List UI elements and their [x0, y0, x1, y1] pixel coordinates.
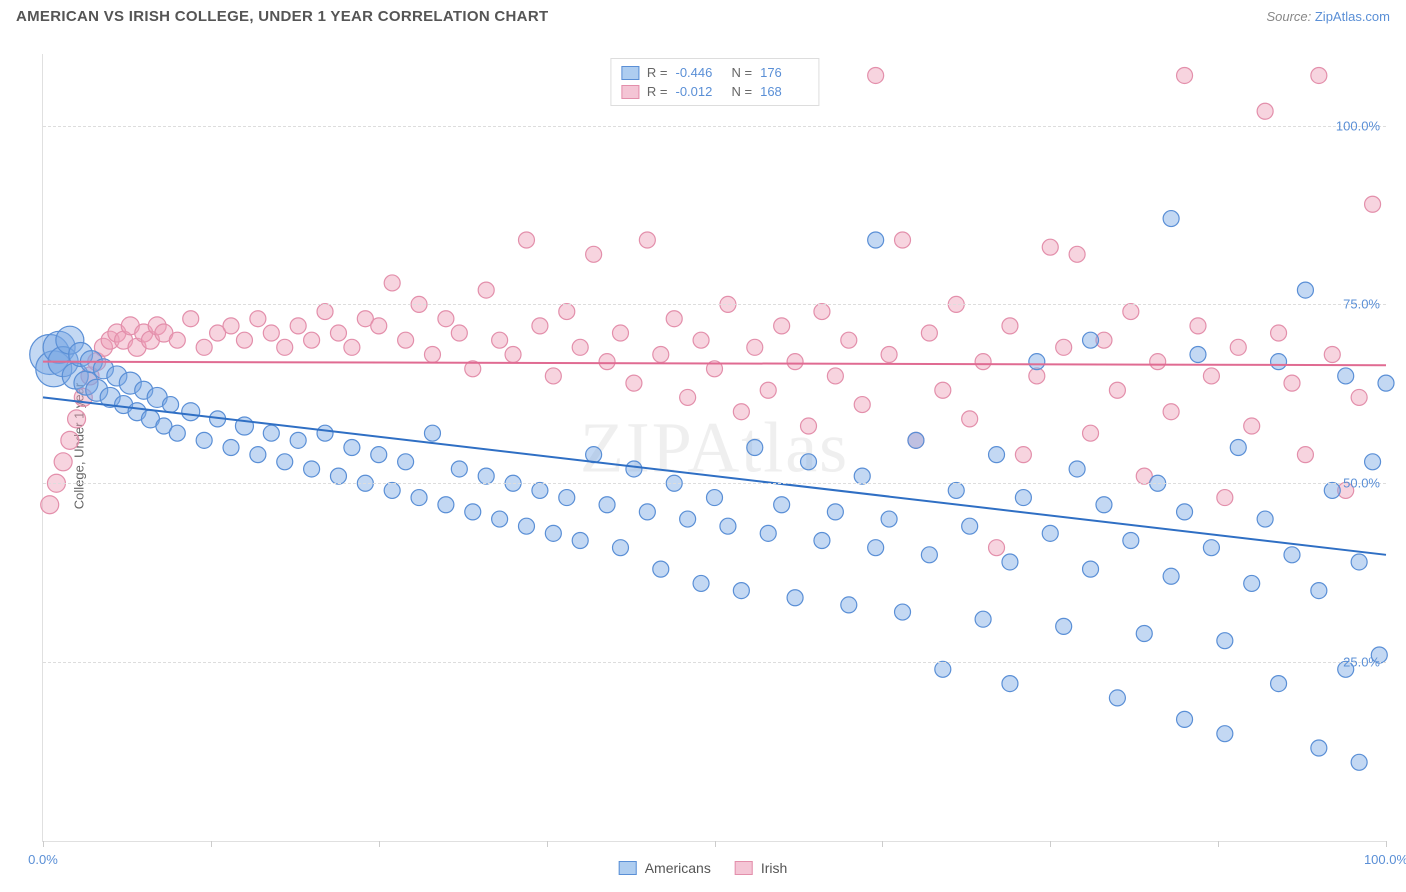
legend-item-irish: Irish — [735, 860, 787, 876]
series-name-irish: Irish — [761, 860, 787, 876]
x-tick — [1386, 841, 1387, 847]
x-tick — [379, 841, 380, 847]
x-tick — [882, 841, 883, 847]
grid-line — [43, 662, 1386, 663]
legend-item-americans: Americans — [619, 860, 711, 876]
chart-title: AMERICAN VS IRISH COLLEGE, UNDER 1 YEAR … — [16, 8, 548, 25]
chart-header: AMERICAN VS IRISH COLLEGE, UNDER 1 YEAR … — [0, 0, 1406, 29]
legend-bottom: Americans Irish — [619, 860, 788, 876]
source-value: ZipAtlas.com — [1315, 9, 1390, 24]
y-tick-label: 75.0% — [1343, 297, 1380, 312]
x-tick-label: 0.0% — [28, 852, 58, 867]
y-tick-label: 25.0% — [1343, 655, 1380, 670]
source-label: Source: — [1266, 9, 1314, 24]
scatter-plot-svg — [43, 54, 1386, 841]
grid-line — [43, 126, 1386, 127]
grid-line — [43, 483, 1386, 484]
x-tick — [43, 841, 44, 847]
swatch-irish-bottom — [735, 861, 753, 875]
chart-plot-area: ZIPAtlas R = -0.446 N = 176 R = -0.012 N… — [42, 54, 1386, 842]
x-tick — [1218, 841, 1219, 847]
x-tick — [715, 841, 716, 847]
swatch-americans-bottom — [619, 861, 637, 875]
y-tick-label: 50.0% — [1343, 476, 1380, 491]
x-tick — [547, 841, 548, 847]
x-tick-label: 100.0% — [1364, 852, 1406, 867]
series-name-americans: Americans — [645, 860, 711, 876]
x-tick — [1050, 841, 1051, 847]
chart-source: Source: ZipAtlas.com — [1266, 9, 1390, 24]
grid-line — [43, 304, 1386, 305]
x-tick — [211, 841, 212, 847]
y-tick-label: 100.0% — [1336, 118, 1380, 133]
